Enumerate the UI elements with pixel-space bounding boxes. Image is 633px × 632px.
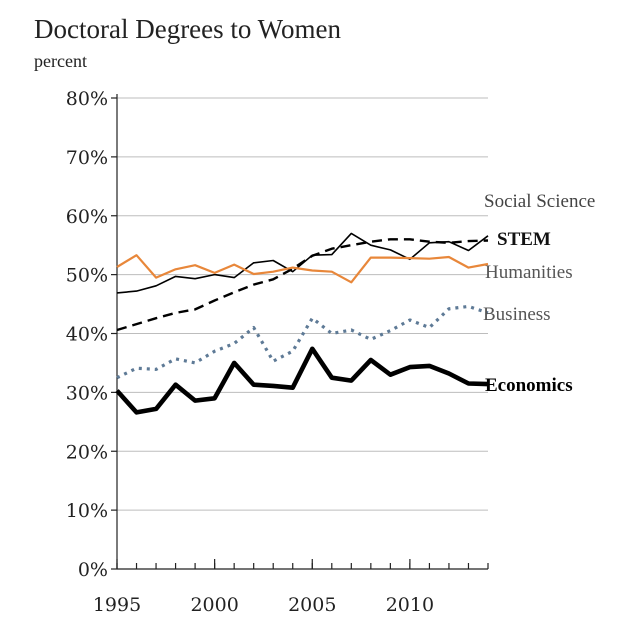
gridlines xyxy=(117,97,488,511)
series-line-business xyxy=(116,304,489,380)
y-tick-label: 20% xyxy=(66,441,108,463)
y-axis-ticks: 0% 10% 20% 30% 40% 50% 60% 70% 80% xyxy=(66,88,117,581)
series-line-humanities xyxy=(116,254,489,284)
series-label-social-science: Social Science xyxy=(484,191,595,212)
y-tick-label: 80% xyxy=(66,88,108,110)
series-label-stem: STEM xyxy=(497,229,551,250)
y-tick-label: 10% xyxy=(66,500,108,522)
chart-subtitle: percent xyxy=(34,51,87,71)
x-tick-label: 1995 xyxy=(93,594,141,616)
series-line-economics xyxy=(115,346,489,415)
series-label-humanities: Humanities xyxy=(485,262,573,283)
chart-title: Doctoral Degrees to Women xyxy=(34,14,341,44)
axes xyxy=(116,94,488,570)
x-axis-ticks: 1995 2000 2005 2010 xyxy=(93,559,489,616)
series-label-economics: Economics xyxy=(485,375,573,396)
y-tick-label: 30% xyxy=(66,382,108,404)
y-tick-label: 60% xyxy=(66,206,108,228)
series-line-stem xyxy=(116,238,489,332)
series-label-business: Business xyxy=(483,304,551,325)
y-tick-label: 40% xyxy=(66,324,108,346)
y-tick-label: 50% xyxy=(66,265,108,287)
x-tick-label: 2005 xyxy=(288,594,336,616)
y-tick-label: 70% xyxy=(66,147,108,169)
series-lines xyxy=(115,232,489,415)
x-tick-label: 2000 xyxy=(190,594,238,616)
y-tick-label: 0% xyxy=(78,559,108,581)
x-tick-label: 2010 xyxy=(386,594,434,616)
series-labels: Social Science STEM Humanities Business Econ… xyxy=(483,191,595,396)
